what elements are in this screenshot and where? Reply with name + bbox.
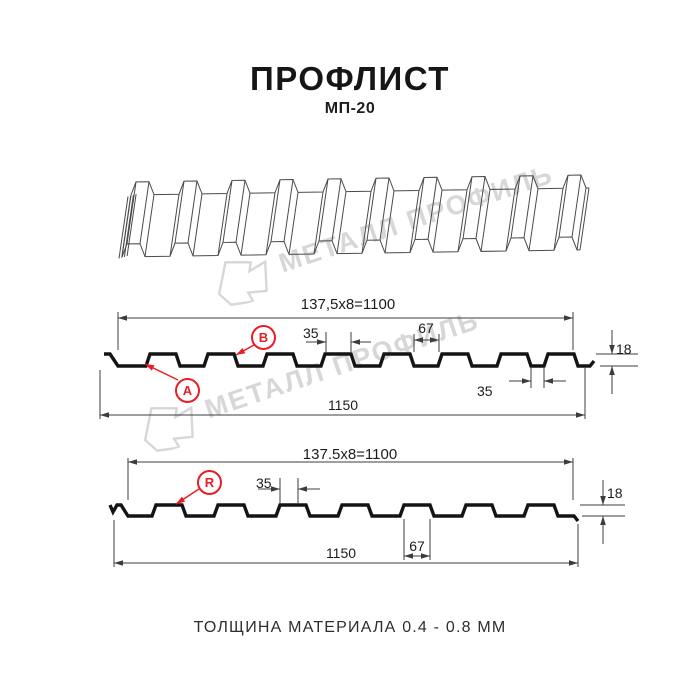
ref-label-r: R xyxy=(197,470,222,495)
dim-label-flat-r: 67 xyxy=(409,538,425,554)
dim-label-module-a: 137,5x8=1100 xyxy=(300,296,396,313)
profile-model-subtitle: МП-20 xyxy=(324,100,376,117)
sheet-3d-view xyxy=(118,174,590,259)
dim-label-flat-a: 67 xyxy=(418,320,434,336)
reference-leaders xyxy=(144,344,255,505)
section-a-profile xyxy=(104,352,596,368)
dim-label-rib-top-a: 35 xyxy=(303,325,319,341)
dim-label-height-a: 18 xyxy=(616,341,632,357)
ref-label-a: A xyxy=(175,378,200,403)
dim-label-rib-top-r: 35 xyxy=(256,475,272,491)
dim-label-overall-a: 1150 xyxy=(327,397,359,413)
section-r-profile xyxy=(108,503,580,523)
dim-label-overlap-a: 35 xyxy=(477,383,493,399)
section-r-dimensions xyxy=(113,458,625,567)
dim-label-overall-r: 1150 xyxy=(325,545,357,561)
page-title: ПРОФЛИСТ xyxy=(250,60,450,97)
material-thickness-note: ТОЛЩИНА МАТЕРИАЛА 0.4 - 0.8 ММ xyxy=(193,619,507,636)
section-a-dimensions xyxy=(99,312,638,419)
dim-label-height-r: 18 xyxy=(607,485,623,501)
ref-label-b: B xyxy=(251,325,276,350)
dim-label-module-r: 137.5x8=1100 xyxy=(302,446,398,463)
